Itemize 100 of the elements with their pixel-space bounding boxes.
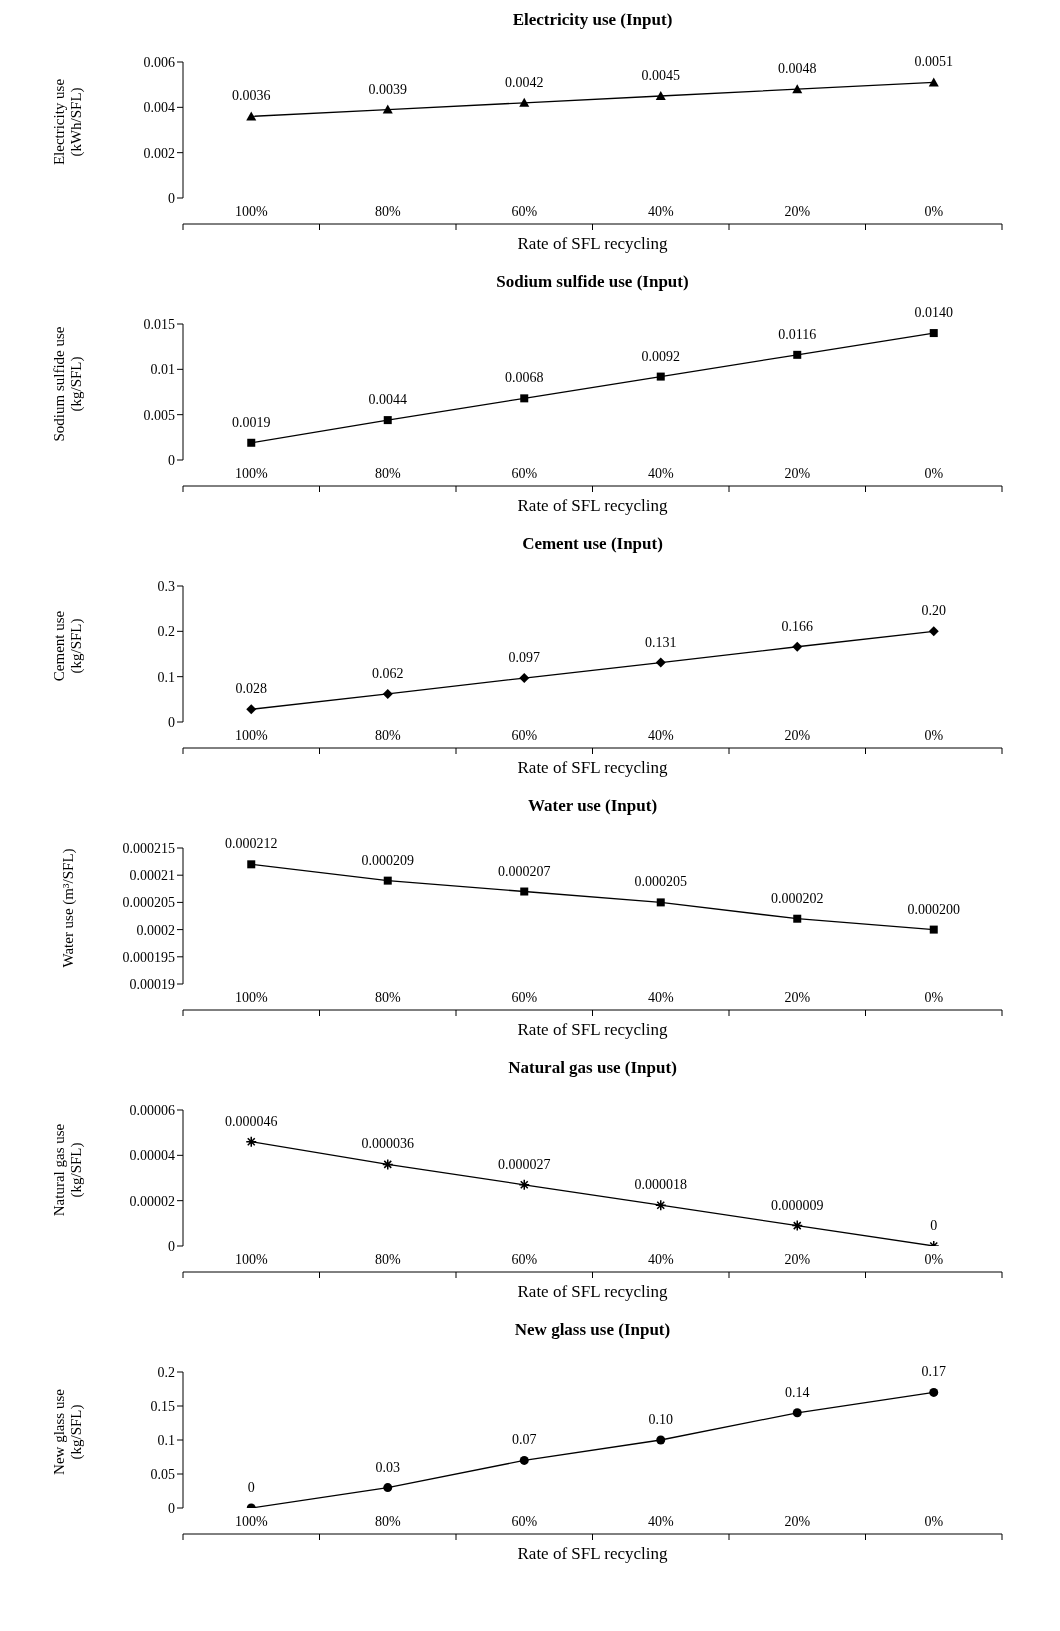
point: [656, 372, 665, 381]
data-label: 0.166: [781, 618, 813, 634]
data-label: 0.000018: [634, 1177, 687, 1193]
data-label: 0.097: [508, 650, 540, 666]
point: [382, 688, 393, 699]
x-tick-label: 40%: [647, 989, 674, 1005]
x-tick-label: 0%: [924, 465, 944, 481]
data-label: 0.0044: [368, 392, 407, 408]
data-label: 0.0140: [914, 305, 953, 321]
data-label: 0.0092: [641, 348, 680, 364]
point: [793, 914, 802, 923]
x-tick-label: 80%: [374, 1251, 401, 1267]
data-label: 0.0036: [232, 88, 271, 104]
point: [520, 394, 529, 403]
data-label: 0.17: [921, 1364, 946, 1380]
data-label: 0.0068: [505, 370, 544, 386]
y-tick-label: 0.00002: [129, 1193, 175, 1209]
point: [792, 84, 803, 94]
x-tick-label: 40%: [647, 203, 674, 219]
x-tick-label: 60%: [511, 1513, 538, 1529]
data-label: 0.0019: [232, 414, 271, 430]
point: [929, 925, 938, 934]
point: [656, 898, 665, 907]
x-tick-label: 100%: [234, 989, 268, 1005]
y-tick-label: 0.000195: [122, 949, 175, 965]
y-tick-label: 0: [168, 714, 175, 730]
y-tick-label: 0: [168, 1500, 175, 1516]
point: [655, 91, 666, 100]
x-tick-label: 20%: [784, 203, 811, 219]
point: [383, 416, 392, 425]
data-label: 0.20: [921, 603, 946, 619]
x-axis-title: Rate of SFL recycling: [516, 234, 669, 254]
y-tick-label: 0.15: [150, 1398, 175, 1414]
point: [519, 97, 530, 107]
x-tick-label: 100%: [234, 465, 268, 481]
y-tick-label: 0.00021: [129, 868, 175, 884]
x-tick-label: 80%: [374, 465, 401, 481]
y-tick-label: 0.004: [143, 100, 175, 116]
y-tick-label: 0.00004: [129, 1148, 175, 1164]
point: [928, 77, 939, 87]
data-label: 0.0051: [914, 54, 953, 70]
point: [519, 1455, 529, 1465]
point: [247, 438, 256, 447]
x-tick-label: 0%: [924, 1251, 944, 1267]
point: [246, 704, 257, 715]
x-tick-label: 40%: [647, 1251, 674, 1267]
point: [655, 657, 666, 668]
chart-title: Electricity use (Input): [511, 10, 674, 30]
point: [246, 111, 257, 121]
x-axis-title: Rate of SFL recycling: [516, 496, 669, 516]
x-tick-label: 100%: [234, 727, 268, 743]
data-label: 0.0116: [778, 326, 817, 342]
y-axis-title: Water use (m³/SFL): [58, 848, 77, 968]
x-axis-title: Rate of SFL recycling: [516, 758, 669, 778]
point: [929, 1387, 939, 1397]
y-tick-label: 0.000215: [122, 840, 175, 856]
y-tick-label: 0.2: [157, 624, 175, 640]
y-tick-label: 0.1: [157, 1432, 175, 1448]
data-label: 0: [247, 1480, 255, 1495]
chart-title: Water use (Input): [526, 796, 659, 816]
y-tick-label: 0.2: [157, 1364, 175, 1380]
data-label: 0.000209: [361, 852, 414, 868]
data-label: 0.0039: [368, 81, 407, 97]
x-tick-label: 80%: [374, 989, 401, 1005]
data-label: 0.000027: [498, 1156, 551, 1172]
point: [245, 1135, 257, 1148]
x-tick-label: 60%: [511, 727, 538, 743]
data-label: 0.000046: [225, 1113, 278, 1129]
x-tick-label: 100%: [234, 1513, 268, 1529]
x-tick-label: 20%: [784, 465, 811, 481]
y-tick-label: 0: [168, 452, 175, 468]
chart-title: Sodium sulfide use (Input): [495, 272, 690, 292]
point: [382, 104, 393, 114]
x-tick-label: 60%: [511, 465, 538, 481]
y-tick-label: 0.0002: [136, 922, 175, 938]
y-axis-title: Cement use (kg/SFL): [50, 609, 85, 684]
data-label: 0.000207: [498, 863, 551, 879]
chart-title: Cement use (Input): [521, 534, 664, 554]
y-tick-label: 0.00006: [129, 1102, 175, 1118]
x-tick-label: 40%: [647, 465, 674, 481]
x-tick-label: 40%: [647, 727, 674, 743]
x-tick-label: 0%: [924, 203, 944, 219]
data-label: 0.131: [645, 634, 677, 650]
data-label: 0.14: [785, 1384, 810, 1400]
x-tick-label: 20%: [784, 1513, 811, 1529]
point: [792, 1408, 802, 1418]
x-tick-label: 0%: [924, 989, 944, 1005]
x-tick-label: 60%: [511, 203, 538, 219]
point: [929, 329, 938, 338]
data-label: 0: [930, 1218, 938, 1233]
data-label: 0.028: [235, 681, 267, 697]
point: [928, 626, 939, 637]
x-tick-label: 60%: [511, 1251, 538, 1267]
data-label: 0.10: [648, 1412, 673, 1427]
data-label: 0.0045: [641, 68, 680, 83]
data-label: 0.000202: [771, 890, 824, 906]
x-tick-label: 60%: [511, 989, 538, 1005]
data-label: 0.000205: [634, 874, 687, 890]
point: [383, 876, 392, 885]
x-tick-label: 0%: [924, 727, 944, 743]
